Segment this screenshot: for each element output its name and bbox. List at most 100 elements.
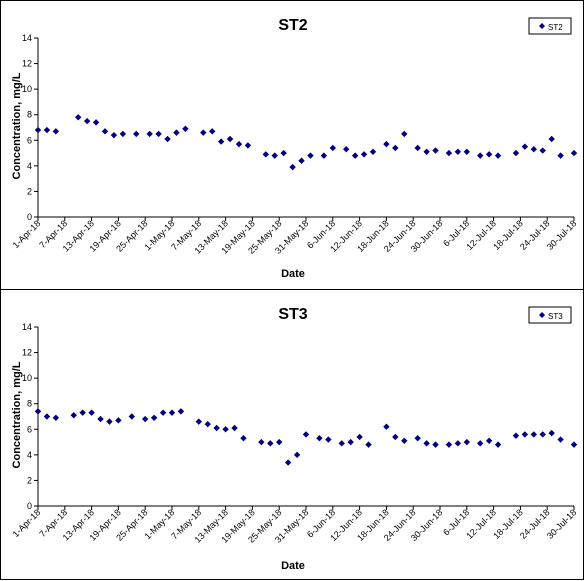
data-point	[258, 438, 265, 446]
data-point	[155, 130, 162, 138]
data-point	[164, 135, 171, 143]
data-point	[115, 417, 122, 424]
data-point	[34, 126, 42, 134]
data-point	[414, 435, 421, 442]
data-point	[235, 140, 243, 148]
data-point	[146, 130, 153, 138]
y-tick-label: 10	[22, 373, 32, 383]
legend-box	[528, 17, 572, 35]
data-point	[289, 163, 296, 171]
y-tick-label: 6	[27, 424, 32, 434]
data-point	[521, 143, 529, 150]
data-point	[43, 126, 51, 134]
data-point	[320, 152, 328, 159]
data-point	[97, 415, 104, 423]
data-point	[75, 114, 82, 121]
data-point	[539, 431, 546, 438]
data-point	[222, 426, 229, 433]
data-point	[360, 151, 368, 158]
data-point	[432, 147, 439, 154]
data-point	[356, 433, 363, 441]
y-axis-label: Concentration, mg/L	[11, 361, 23, 468]
data-point	[383, 140, 390, 148]
data-point	[52, 128, 60, 135]
chart-panel-st3: ST3 Concentration, mg/L Date ST3 0 2 4 6 8 10…	[0, 289, 584, 580]
y-tick-label: 4	[27, 161, 32, 171]
st2-chart: ST2 Concentration, mg/L Date ST2 0 2 4 6 8 10…	[11, 17, 579, 280]
data-point	[329, 144, 336, 152]
data-point	[159, 409, 167, 416]
data-point	[240, 435, 247, 442]
data-point	[83, 117, 91, 125]
data-point	[463, 438, 470, 446]
data-point	[280, 149, 287, 157]
data-point	[512, 149, 520, 157]
legend-marker	[539, 312, 545, 318]
data-point	[347, 438, 354, 446]
data-point	[79, 409, 86, 416]
chart-title: ST2	[278, 17, 307, 34]
x-tick-label: 30-Jul-18	[545, 218, 579, 252]
data-point	[392, 144, 399, 152]
data-point	[432, 441, 439, 448]
data-point	[173, 129, 180, 136]
data-point	[119, 130, 127, 138]
data-point	[204, 420, 211, 428]
st3-chart: ST3 Concentration, mg/L Date ST3 0 2 4 6 8 10…	[11, 306, 579, 572]
data-point	[133, 130, 140, 138]
data-point	[142, 415, 149, 423]
data-point	[485, 437, 493, 444]
y-tick-label: 0	[27, 501, 32, 511]
data-point	[302, 431, 310, 438]
data-point	[401, 130, 408, 138]
data-point	[177, 408, 185, 415]
data-point	[200, 129, 207, 136]
data-point	[365, 441, 372, 448]
data-point	[392, 433, 399, 441]
data-point	[445, 441, 453, 448]
data-point	[293, 451, 301, 459]
data-point	[325, 436, 332, 443]
data-point	[43, 413, 51, 420]
legend-label: ST2	[548, 23, 563, 32]
y-tick-label: 14	[22, 33, 32, 43]
legend: ST3	[528, 306, 572, 324]
data-point	[570, 149, 578, 157]
y-tick-label: 2	[27, 475, 32, 485]
y-tick-label: 12	[22, 348, 32, 358]
x-tick-label: 1-Apr-18	[11, 218, 43, 250]
data-point	[401, 437, 408, 444]
data-point	[351, 152, 359, 159]
data-point	[284, 459, 292, 466]
data-point	[34, 408, 42, 415]
legend-label: ST3	[548, 312, 563, 321]
data-point	[168, 409, 176, 416]
data-point	[494, 441, 502, 448]
data-point	[477, 152, 484, 159]
data-point	[338, 440, 345, 447]
data-point	[570, 441, 578, 448]
data-point	[101, 128, 109, 135]
data-point	[454, 148, 462, 155]
data-point	[128, 413, 135, 420]
data-point	[530, 431, 537, 438]
data-point	[70, 412, 77, 419]
legend-marker	[539, 23, 545, 29]
data-point	[52, 414, 60, 421]
data-point	[494, 152, 502, 159]
y-tick-label: 14	[22, 322, 32, 332]
x-axis-label: Date	[281, 268, 305, 280]
data-point	[271, 152, 278, 159]
data-point	[195, 418, 202, 425]
data-point	[226, 135, 234, 143]
data-point	[213, 424, 220, 432]
data-point	[182, 125, 189, 132]
data-point	[423, 440, 430, 447]
data-point	[512, 432, 520, 439]
data-point	[463, 148, 470, 155]
y-tick-label: 10	[22, 84, 32, 94]
data-point	[477, 440, 484, 447]
data-point	[276, 438, 283, 446]
data-point	[106, 418, 113, 425]
y-tick-label: 2	[27, 186, 32, 196]
